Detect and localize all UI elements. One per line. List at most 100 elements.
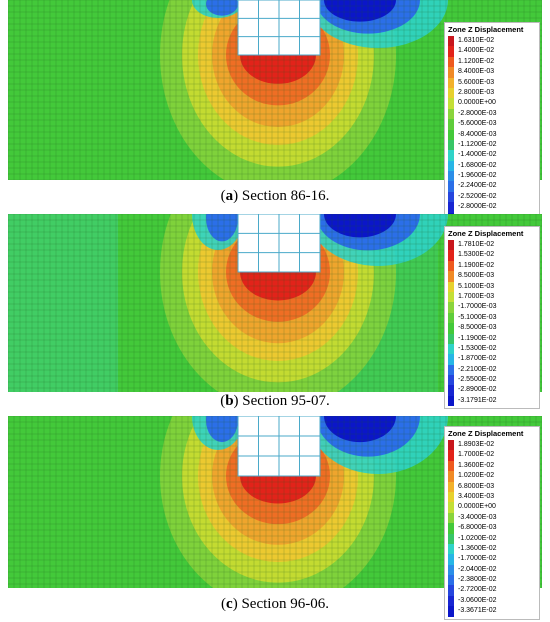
legend-entry: -1.5300E-02 [448,343,536,355]
legend-title: Zone Z Displacement [448,25,524,34]
legend-swatch [448,108,454,120]
legend-value: -2.2100E-02 [458,365,497,373]
legend-value: 1.5300E-02 [458,251,495,259]
legend-entry: -3.0600E-02 [448,595,536,607]
legend-entry: 8.5000E-03 [448,271,536,282]
legend-value: 8.4000E-03 [458,68,495,76]
legend-entry: -5.1000E-03 [448,312,536,324]
legend-entry: -2.5500E-02 [448,375,536,386]
legend-entry: 3.4000E-03 [448,491,536,503]
caption-text: Section 95-07. [242,393,330,409]
legend-swatch [448,36,454,47]
legend-swatch [448,77,454,88]
legend-entry: 8.4000E-03 [448,67,536,78]
legend-value: 1.3600E-02 [458,461,495,469]
legend-value: -1.0200E-02 [458,534,497,542]
legend-swatch [448,554,454,565]
legend-swatch [448,160,454,172]
legend-value: -3.4000E-03 [458,513,497,521]
legend-value: -1.8700E-02 [458,355,497,363]
legend-swatch [448,595,454,607]
legend-entry: 1.0200E-02 [448,471,536,482]
legend-value: -1.5300E-02 [458,344,497,352]
legend-swatch [448,67,454,78]
figure-panel-a: Zone Z Displacement 1.6310E-02 1.4000E-02… [8,0,542,227]
legend-value: 3.4000E-03 [458,492,495,500]
legend-entry: 1.7810E-02 [448,240,536,251]
legend-value: -2.8000E-02 [458,203,497,211]
legend-entry: 1.8903E-02 [448,440,536,451]
legend-value: 6.8000E-03 [458,482,495,490]
legend-value: -1.1200E-02 [458,140,497,148]
legend-entry: -1.8700E-02 [448,354,536,365]
legend-swatch [448,523,454,534]
legend-entry: -1.7000E-02 [448,554,536,565]
caption-c: (c) Section 96-06. [221,596,329,612]
legend-value: -8.4000E-03 [458,130,497,138]
contour-svg [8,416,542,588]
legend-value: -1.9600E-02 [458,172,497,180]
legend-entry: -2.5200E-02 [448,191,536,203]
legend-value: -2.3800E-02 [458,576,497,584]
legend-swatch [448,585,454,596]
settlement-zone-right-core [324,0,396,22]
caption-letter: c [226,596,233,612]
legend-a: Zone Z Displacement 1.6310E-02 1.4000E-02… [444,22,540,227]
legend-swatch [448,440,454,451]
legend-entry: -1.0200E-02 [448,533,536,544]
caption-letter: b [225,393,234,409]
legend-value: 1.8903E-02 [458,441,495,448]
legend-value: -6.8000E-03 [458,524,497,532]
legend-entry: -1.6800E-02 [448,160,536,172]
legend-value: -2.8000E-03 [458,109,497,117]
legend-swatch [448,129,454,140]
legend-entry: -1.7000E-03 [448,302,536,313]
legend-swatch [448,181,454,192]
legend-entry: -1.1900E-02 [448,333,536,344]
legend-swatch [448,502,454,513]
legend-swatch [448,281,454,292]
legend-title: Zone Z Displacement [448,429,524,438]
legend-swatch [448,543,454,555]
legend-swatch [448,606,454,617]
legend-swatch [448,171,454,182]
contour-svg [8,214,542,392]
legend-swatch [448,240,454,251]
legend-swatch [448,575,454,586]
legend-value: -2.7200E-02 [458,586,497,594]
caption-text: Section 96-06. [241,596,329,612]
legend-entry: -8.5000E-03 [448,323,536,334]
legend-value: 1.4000E-02 [458,47,495,55]
legend-entry: 2.8000E-03 [448,87,536,99]
legend-value: 1.0200E-02 [458,472,495,480]
legend-c: Zone Z Displacement 1.8903E-02 1.7000E-02… [444,426,540,620]
legend-swatch [448,471,454,482]
legend-swatch [448,481,454,492]
legend-entry: 1.7000E-03 [448,291,536,303]
legend-entry: -3.1791E-02 [448,395,536,407]
legend-swatch [448,533,454,544]
legend-entry: -2.2100E-02 [448,364,536,376]
legend-swatch [448,375,454,386]
legend-swatch [448,564,454,576]
legend-entry: 1.3600E-02 [448,460,536,472]
legend-value: -2.8900E-02 [458,386,497,394]
legend-entry: 6.8000E-03 [448,481,536,492]
legend-entry: -2.8000E-03 [448,108,536,120]
displacement-contour-c [8,416,542,588]
caption-letter: a [225,188,234,204]
legend-entry: 1.1900E-02 [448,260,536,272]
legend-value: 1.6310E-02 [458,37,495,44]
legend-entry: -3.4000E-03 [448,512,536,524]
legend-entry: -2.7200E-02 [448,585,536,596]
legend-entry: 1.1200E-02 [448,56,536,68]
legend-swatch [448,260,454,272]
legend-entry: -5.6000E-03 [448,119,536,130]
legend-swatch [448,333,454,344]
legend-swatch [448,291,454,303]
legend-value: -1.3600E-02 [458,544,497,552]
legend-entry: 1.4000E-02 [448,46,536,57]
legend-swatch [448,512,454,524]
legend-value: 1.7810E-02 [458,241,495,248]
legend-swatch [448,202,454,213]
